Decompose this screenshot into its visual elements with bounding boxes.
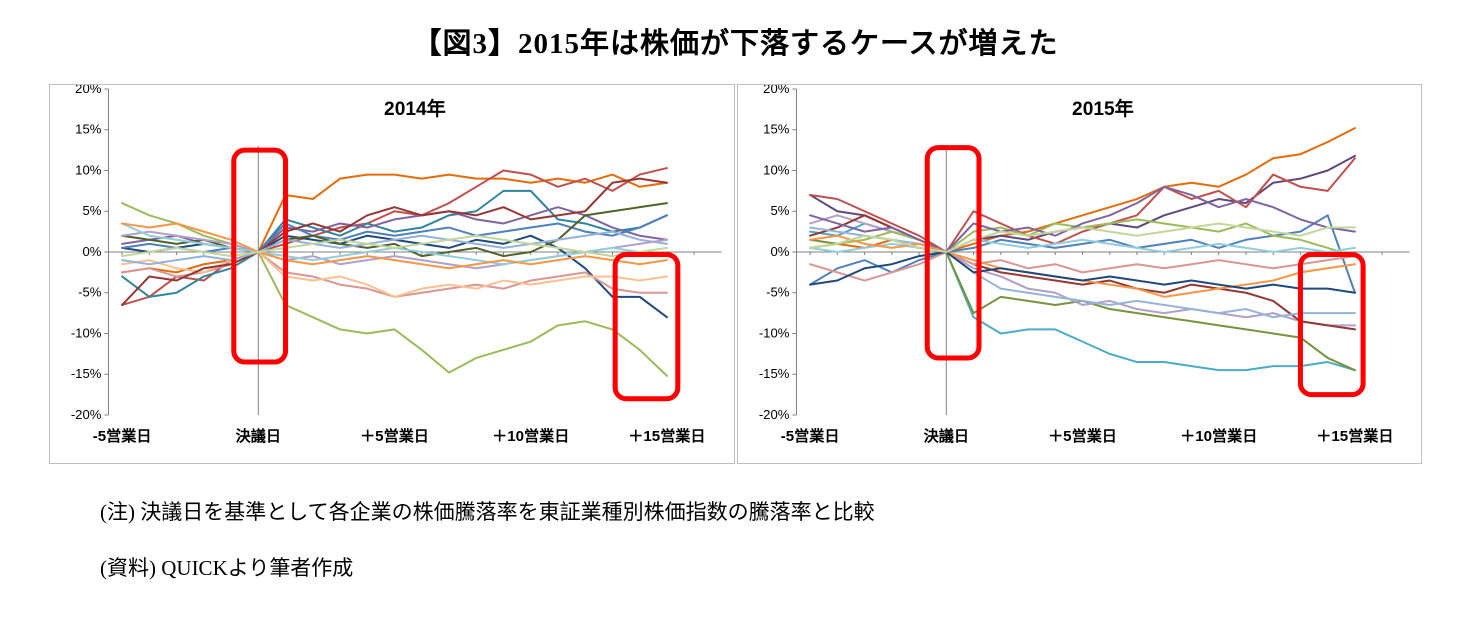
series-line <box>808 234 1356 298</box>
y-tick-label: 5% <box>82 203 101 218</box>
y-tick-label: -5% <box>766 285 790 300</box>
series-line <box>121 177 668 306</box>
y-tick-label: -20% <box>758 407 789 422</box>
series-line <box>808 251 1356 282</box>
x-tick-label: ＋10営業日 <box>492 427 569 445</box>
chart-2014: 20% 15% 10% 5% 0% -5% -10% -15% -20% 2014年 -5営業日 決議… <box>71 85 722 445</box>
series-line <box>121 234 668 258</box>
highlight-box <box>612 251 681 402</box>
note-line: (注) 決議日を基準として各企業の株価騰落率を東証業種別株価指数の騰落率と比較 <box>100 500 875 524</box>
series-line <box>121 251 668 298</box>
x-tick-label: ＋10営業日 <box>1180 427 1257 445</box>
y-tick-label: 15% <box>75 122 102 137</box>
chart-title: 2015年 <box>1072 97 1134 120</box>
series-line <box>808 234 1356 372</box>
y-tick-label: 20% <box>763 85 790 96</box>
charts-row: 20% 15% 10% 5% 0% -5% -10% -15% -20% 2014年 -5営業日 決議… <box>49 84 1422 464</box>
x-tick-label: ＋15営業日 <box>1316 427 1393 445</box>
series-line <box>121 230 668 270</box>
series-line <box>808 222 1356 372</box>
highlight-box <box>1297 251 1366 398</box>
chart-panel-2015: 20% 15% 10% 5% 0% -5% -10% -15% -20% 2015年 -5営業日 決議… <box>736 84 1422 464</box>
series-line <box>121 214 668 253</box>
x-tick-label: ＋5営業日 <box>1048 427 1117 445</box>
y-tick-label: 20% <box>75 85 102 96</box>
series-line <box>808 218 1356 258</box>
highlight-box <box>231 147 289 365</box>
series-line <box>121 202 668 258</box>
x-tick-label: 決議日 <box>236 427 281 445</box>
series-line <box>808 127 1356 253</box>
x-tick-label: 決議日 <box>923 427 968 445</box>
y-tick-label: -15% <box>758 366 789 381</box>
series-line <box>808 154 1356 253</box>
series-line <box>808 214 1356 294</box>
series-line <box>808 222 1356 253</box>
y-tick-label: -15% <box>71 366 102 381</box>
y-tick-label: 15% <box>763 122 790 137</box>
highlight-box <box>924 145 982 361</box>
series-line <box>121 230 668 266</box>
y-tick-label: -20% <box>71 407 102 422</box>
y-tick-label: 5% <box>770 203 789 218</box>
x-tick-label: ＋5営業日 <box>360 427 429 445</box>
x-tick-label: -5営業日 <box>93 427 152 445</box>
series-line <box>121 251 668 298</box>
y-tick-label: 0% <box>82 244 101 259</box>
y-tick-label: 0% <box>770 244 789 259</box>
y-tick-label: -5% <box>78 285 102 300</box>
series-line <box>121 222 668 270</box>
figure-page: 【図3】2015年は株価が下落するケースが増えた 20% 15% 10% 5% 0% -5… <box>0 20 1471 582</box>
chart-title: 2014年 <box>384 97 446 120</box>
chart-panel-2014: 20% 15% 10% 5% 0% -5% -10% -15% -20% 2014年 -5営業日 決議… <box>49 84 735 464</box>
y-tick-label: 10% <box>75 163 102 178</box>
series-line <box>808 251 1356 294</box>
figure-title: 【図3】2015年は株価が下落するケースが増えた <box>412 28 1059 60</box>
series-line <box>808 238 1356 253</box>
series-line <box>121 202 668 377</box>
chart-2015: 20% 15% 10% 5% 0% -5% -10% -15% -20% 2015年 -5営業日 決議… <box>758 85 1409 445</box>
y-tick-label: -10% <box>71 326 102 341</box>
y-tick-label: 10% <box>763 163 790 178</box>
series-line <box>808 185 1356 253</box>
series-line <box>808 226 1356 319</box>
x-tick-label: -5営業日 <box>780 427 839 445</box>
source-line: (資料) QUICKより筆者作成 <box>100 556 354 580</box>
y-tick-label: -10% <box>758 326 789 341</box>
series-line <box>808 157 1356 253</box>
x-tick-label: ＋15営業日 <box>628 427 705 445</box>
series-line <box>121 189 668 298</box>
series-line <box>121 206 668 253</box>
